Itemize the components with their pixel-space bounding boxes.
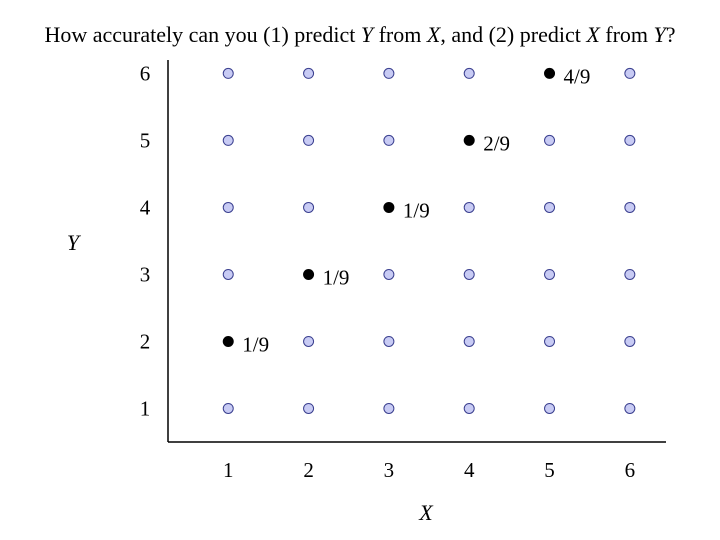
x-tick-label: 6 [625,458,636,482]
background-point [624,402,636,414]
title-var-x: X [426,22,441,47]
title-var-y: Y [360,22,374,47]
y-tick-label: 5 [140,128,151,152]
background-point [222,402,234,414]
background-point [303,67,315,79]
background-point [624,335,636,347]
background-point [383,67,395,79]
background-point [222,201,234,213]
title-part: ? [665,22,676,47]
background-point [303,134,315,146]
y-tick-label: 4 [140,195,151,219]
probability-label: 1/9 [323,265,350,289]
background-point [463,201,475,213]
title-var-x: X [586,22,600,47]
background-point [463,67,475,79]
background-point [383,402,395,414]
y-tick-labels: 1 2 3 4 5 6 [140,61,151,420]
x-tick-label: 3 [384,458,395,482]
background-point [544,335,556,347]
background-point [303,335,315,347]
background-point [383,335,395,347]
probability-label: 1/9 [403,198,430,222]
x-tick-label: 5 [544,458,555,482]
chart-title: How accurately can you (1) predict Y fro… [0,22,720,48]
probability-label: 4/9 [564,64,591,88]
title-part: How accurately can you (1) predict [44,22,361,47]
y-tick-label: 2 [140,329,151,353]
background-point [222,67,234,79]
x-axis-label: X [418,500,434,525]
probability-label: 1/9 [242,332,269,356]
title-part: , and (2) predict [440,22,587,47]
background-point [303,402,315,414]
background-point [624,268,636,280]
highlighted-point [222,335,234,347]
title-part: from [599,22,654,47]
x-tick-labels: 1 2 3 4 5 6 [223,458,635,482]
highlighted-point [383,201,395,213]
background-point [303,201,315,213]
probability-label: 2/9 [483,131,510,155]
background-point [624,67,636,79]
background-points [222,67,636,414]
background-point [624,201,636,213]
background-point [383,268,395,280]
highlighted-points: 1/9 1/9 1/9 2/9 4/9 [222,64,591,356]
y-axis-label: Y [67,230,82,255]
x-tick-label: 2 [303,458,314,482]
title-var-y: Y [653,22,666,47]
highlighted-point [463,134,475,146]
background-point [544,134,556,146]
background-point [463,268,475,280]
background-point [463,402,475,414]
background-point [383,134,395,146]
background-point [544,268,556,280]
highlighted-point [303,268,315,280]
highlighted-point [544,67,556,79]
background-point [463,335,475,347]
y-tick-label: 1 [140,396,151,420]
background-point [544,402,556,414]
background-point [222,134,234,146]
y-tick-label: 6 [140,61,151,85]
background-point [222,268,234,280]
background-point [544,201,556,213]
x-tick-label: 4 [464,458,475,482]
title-part: from [373,22,427,47]
y-tick-label: 3 [140,262,151,286]
x-tick-label: 1 [223,458,234,482]
background-point [624,134,636,146]
